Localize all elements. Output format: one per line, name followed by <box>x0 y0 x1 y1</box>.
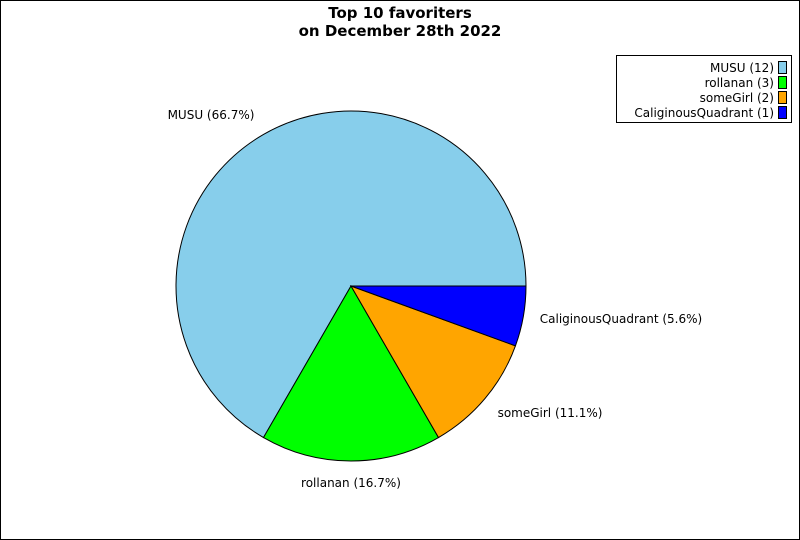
legend-label-rollanan: rollanan (3) <box>704 75 774 90</box>
slice-label-caliginousquadrant: CaliginousQuadrant (5.6%) <box>540 312 702 326</box>
legend-label-somegirl: someGirl (2) <box>699 90 774 105</box>
legend-item-somegirl: someGirl (2) <box>700 90 787 105</box>
legend-swatch-caliginousquadrant <box>778 106 787 119</box>
legend-label-caliginousquadrant: CaliginousQuadrant (1) <box>634 105 774 120</box>
pie-slice-caliginousquadrant <box>350 285 527 347</box>
pie-slice-somegirl <box>349 285 517 439</box>
legend-swatch-somegirl <box>778 91 787 104</box>
chart-title: Top 10 favoriters on December 28th 2022 <box>1 4 799 40</box>
pie-slice-rollanan <box>262 285 440 462</box>
legend-swatch-rollanan <box>778 76 787 89</box>
slice-label-rollanan: rollanan (16.7%) <box>301 476 401 490</box>
chart-title-line-2: on December 28th 2022 <box>298 22 502 40</box>
legend-item-musu: MUSU (12) <box>710 60 787 75</box>
slice-label-musu: MUSU (66.7%) <box>168 108 255 122</box>
pie-slice-musu <box>175 110 527 439</box>
legend-item-caliginousquadrant: CaliginousQuadrant (1) <box>634 105 787 120</box>
slice-label-somegirl: someGirl (11.1%) <box>498 406 603 420</box>
legend-swatch-musu <box>778 61 787 74</box>
legend-item-rollanan: rollanan (3) <box>705 75 787 90</box>
legend-label-musu: MUSU (12) <box>710 60 774 75</box>
chart-title-line-1: Top 10 favoriters <box>328 4 472 22</box>
chart-legend: MUSU (12) rollanan (3) someGirl (2) Cali… <box>616 55 792 123</box>
